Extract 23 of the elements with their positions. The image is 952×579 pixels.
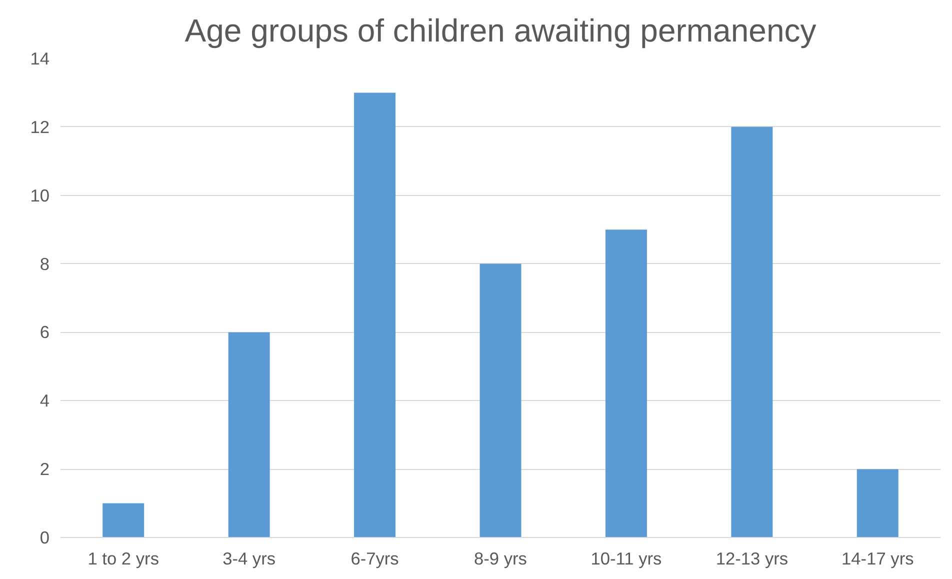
x-tick-label: 6-7yrs [350, 548, 400, 568]
x-tick-label: 14-17 yrs [842, 548, 914, 568]
bar [228, 332, 270, 538]
x-tick-label: 10-11 yrs [590, 548, 662, 568]
y-tick-label: 0 [40, 528, 50, 548]
y-tick-label: 10 [30, 185, 50, 206]
y-tick-label: 8 [40, 254, 50, 274]
bar [354, 92, 396, 538]
x-tick-label: 8-9 yrs [474, 548, 528, 568]
x-tick-label: 12-13 yrs [716, 548, 788, 568]
x-tick-label: 3-4 yrs [222, 548, 276, 568]
chart-title: Age groups of children awaiting permanency [184, 12, 816, 48]
bar [731, 126, 773, 538]
bar [480, 264, 522, 538]
y-tick-label: 14 [30, 48, 50, 68]
bar [102, 503, 144, 538]
bar [856, 469, 898, 538]
y-tick-label: 4 [40, 390, 50, 411]
y-tick-label: 6 [40, 322, 50, 342]
y-tick-label: 12 [30, 116, 50, 137]
y-tick-label: 2 [40, 459, 50, 480]
x-tick-label: 1 to 2 yrs [88, 548, 160, 568]
bar [605, 230, 647, 538]
